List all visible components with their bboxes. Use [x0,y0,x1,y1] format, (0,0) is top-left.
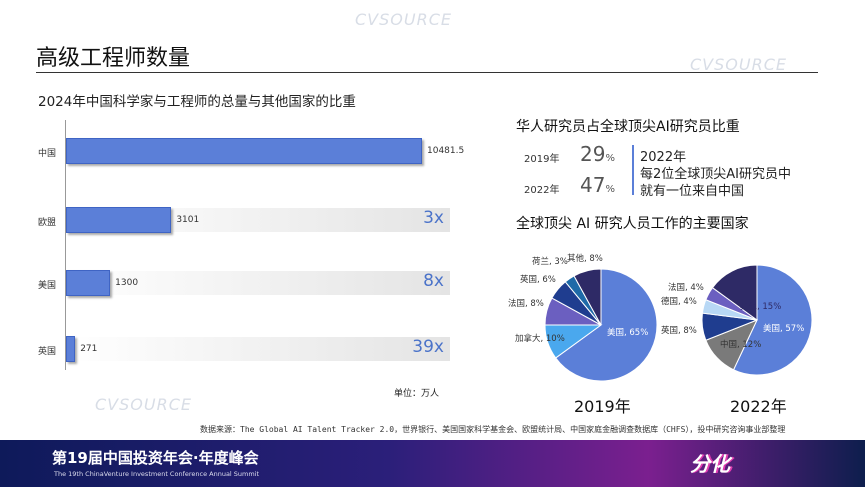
bar-chart-title: 2024年中国科学家与工程师的总量与其他国家的比重 [38,94,356,110]
event-logo: 分化 [690,452,730,476]
bar-track [66,271,450,295]
pie-label: 其他, 15% [740,302,782,312]
pie-slice [711,264,758,321]
divider [36,72,818,73]
pie-slice [732,264,813,376]
share-year: 2022年 [524,185,560,196]
unit-label: 单位：万人 [394,389,440,399]
divider [632,145,634,195]
pie-label: 英国, 8% [661,326,697,336]
pie-label: 德国, 4% [661,297,697,307]
bar-category: 英国 [38,347,57,357]
bar-multiple: 8x [423,271,444,291]
bar-value: 1300 [115,278,139,288]
pies-heading: 全球顶尖 AI 研究人员工作的主要国家 [516,216,749,232]
watermark: CVSOURCE [690,55,787,74]
bar-value: 3101 [176,215,200,225]
page-title: 高级工程师数量 [36,46,191,71]
share-heading: 华人研究员占全球顶尖AI研究员比重 [516,119,740,135]
share-value: 47% [580,173,615,197]
pie-label: 法国, 8% [508,299,544,309]
source-note: 数据来源：The Global AI Talent Tracker 2.0，世界… [200,425,786,434]
bar-multiple: 39x [412,337,444,357]
bar [66,207,172,233]
bar-track [66,337,450,361]
pie-label: 荷兰, 3% [532,257,568,267]
pie-label: 美国, 57% [763,324,805,334]
bar-category: 欧盟 [38,218,57,228]
pie-slice [554,268,658,382]
bar-value: 10481.5 [427,146,465,156]
pie-label: 其他, 8% [567,254,603,264]
bar [66,138,422,164]
watermark: CVSOURCE [355,10,452,29]
bar-axis [65,120,66,370]
share-note: 每2位全球顶尖AI研究员中 [640,167,791,182]
bar-value: 271 [80,344,98,354]
bar-multiple: 3x [423,208,444,228]
pie-title: 2019年 [574,397,631,416]
share-note: 2022年 [640,150,687,165]
watermark: CVSOURCE [95,395,192,414]
pie-charts [544,264,813,382]
share-year: 2019年 [524,154,560,165]
pie-slice [573,268,602,326]
pie-label: 英国, 6% [520,275,556,285]
pie-label: 中国, 12% [720,340,762,350]
pie-label: 法国, 4% [668,283,704,293]
share-value: 29% [580,142,615,166]
bar [66,336,76,362]
pie-label: 美国, 65% [607,328,649,338]
bar-category: 中国 [38,149,57,159]
bar-category: 美国 [38,281,57,291]
banner [0,440,865,487]
banner-subtitle: The 19th ChinaVenture Investment Confere… [54,470,260,478]
bar [66,270,111,296]
share-note: 就有一位来自中国 [640,184,745,199]
banner-title: 第19届中国投资年会·年度峰会 [52,449,259,467]
pie-label: 加拿大, 10% [515,334,565,344]
pie-title: 2022年 [730,397,787,416]
